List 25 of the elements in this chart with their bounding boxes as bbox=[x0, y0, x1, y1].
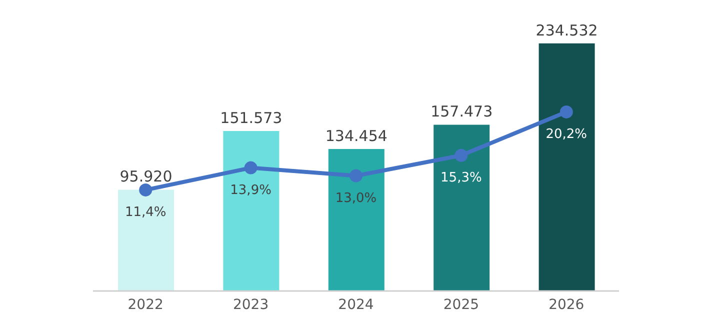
data-label: 11,4% bbox=[124, 204, 166, 220]
point bbox=[350, 169, 362, 182]
data-label: 151.573 bbox=[220, 108, 282, 127]
x-tick-label: 2024 bbox=[338, 296, 374, 313]
data-label: 15,3% bbox=[440, 170, 482, 186]
data-label: 20,2% bbox=[546, 126, 588, 142]
data-label: 157.473 bbox=[430, 102, 493, 121]
data-label: 234.532 bbox=[536, 21, 598, 40]
bar bbox=[538, 43, 595, 291]
data-label: 134.454 bbox=[325, 127, 388, 146]
point bbox=[139, 183, 152, 196]
x-tick-label: 2022 bbox=[128, 296, 164, 313]
x-tick-label: 2023 bbox=[232, 296, 269, 313]
x-tick-label: 2025 bbox=[443, 296, 480, 313]
data-label: 95.920 bbox=[120, 168, 172, 186]
x-tick-label: 2026 bbox=[548, 296, 584, 313]
point bbox=[454, 148, 468, 162]
point bbox=[560, 105, 573, 118]
bar bbox=[118, 190, 174, 291]
bar bbox=[328, 149, 384, 291]
bar bbox=[223, 130, 280, 291]
data-label: 13,0% bbox=[335, 190, 377, 206]
point bbox=[244, 161, 258, 174]
bar bbox=[434, 124, 490, 291]
data-label: 13,9% bbox=[230, 182, 272, 198]
